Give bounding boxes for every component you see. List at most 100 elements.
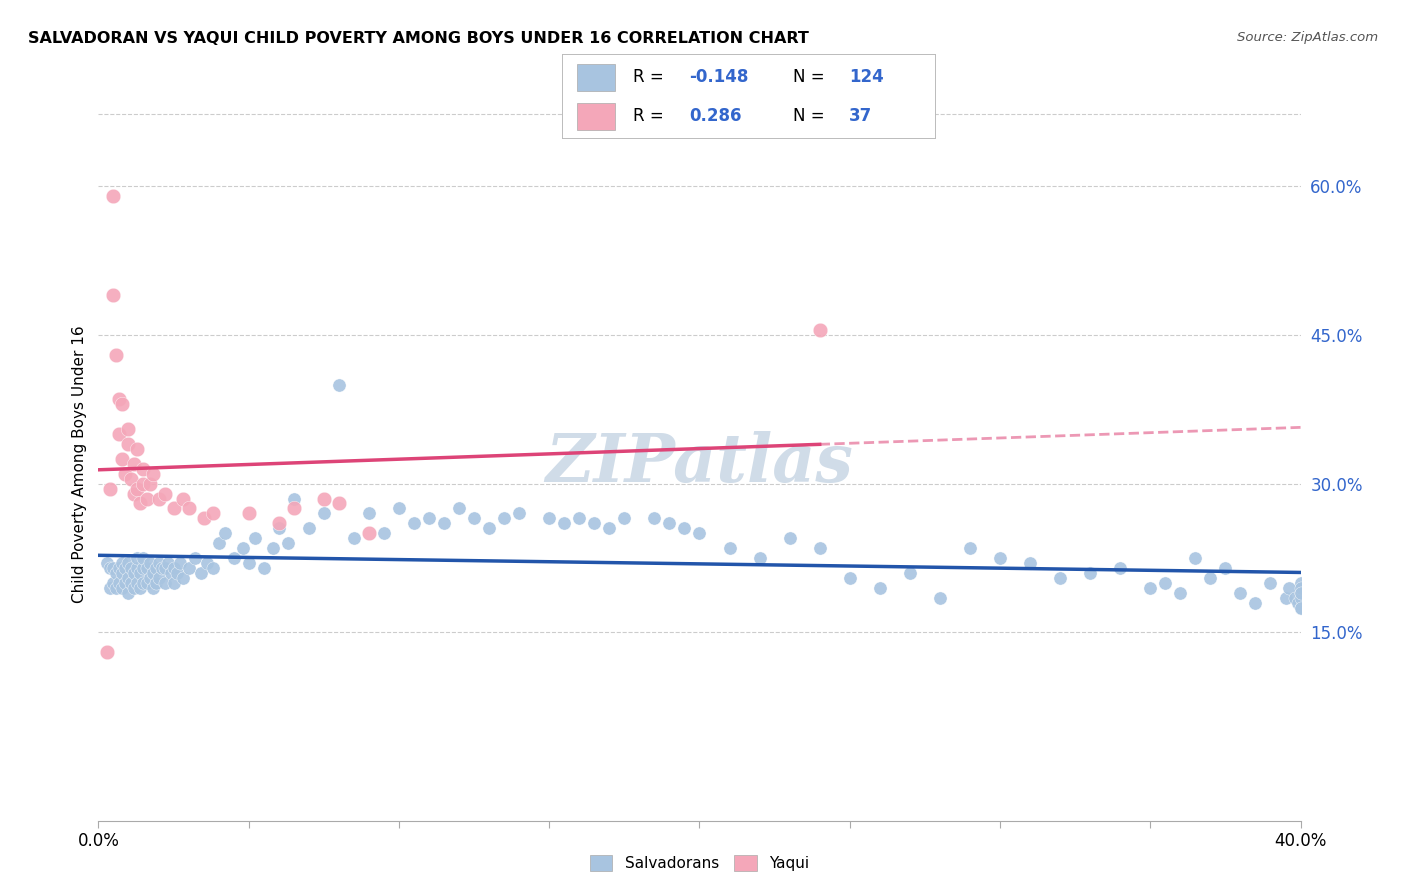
- Point: [1260, 575, 1282, 590]
- Text: 37: 37: [849, 107, 873, 125]
- Point: [689, 526, 711, 541]
- Point: [808, 323, 831, 337]
- Point: [177, 501, 200, 516]
- Point: [748, 551, 770, 566]
- Point: [494, 511, 516, 525]
- Point: [598, 521, 620, 535]
- Point: [808, 541, 831, 555]
- Point: [195, 556, 218, 570]
- Point: [357, 507, 380, 521]
- Point: [117, 437, 139, 451]
- Point: [869, 581, 891, 595]
- Point: [298, 521, 321, 535]
- Point: [129, 566, 152, 580]
- Point: [114, 561, 136, 575]
- Text: ZIPatlas: ZIPatlas: [546, 432, 853, 496]
- Point: [583, 516, 606, 531]
- Point: [153, 561, 176, 575]
- Point: [111, 397, 134, 411]
- Point: [100, 482, 122, 496]
- Point: [124, 566, 146, 580]
- Point: [1184, 551, 1206, 566]
- Point: [277, 536, 299, 550]
- Point: [1289, 600, 1312, 615]
- Point: [103, 575, 125, 590]
- Point: [1289, 591, 1312, 605]
- Point: [267, 521, 290, 535]
- Point: [183, 551, 205, 566]
- Point: [96, 645, 118, 659]
- Point: [1049, 571, 1071, 585]
- Point: [1139, 581, 1161, 595]
- Text: R =: R =: [633, 107, 669, 125]
- Point: [153, 486, 176, 500]
- Point: [138, 571, 160, 585]
- Point: [1289, 585, 1312, 599]
- Point: [117, 585, 139, 599]
- Point: [1215, 561, 1237, 575]
- Point: [127, 561, 149, 575]
- Point: [418, 511, 440, 525]
- Text: SALVADORAN VS YAQUI CHILD POVERTY AMONG BOYS UNDER 16 CORRELATION CHART: SALVADORAN VS YAQUI CHILD POVERTY AMONG …: [28, 31, 808, 46]
- Point: [1289, 585, 1312, 599]
- Point: [127, 482, 149, 496]
- Point: [1286, 596, 1309, 610]
- Point: [141, 566, 163, 580]
- Point: [553, 516, 575, 531]
- Point: [478, 521, 501, 535]
- Point: [201, 561, 224, 575]
- Point: [1284, 591, 1306, 605]
- Point: [124, 581, 146, 595]
- Point: [138, 556, 160, 570]
- Point: [193, 511, 215, 525]
- Point: [135, 561, 157, 575]
- Point: [132, 561, 155, 575]
- Point: [1244, 596, 1267, 610]
- Point: [208, 536, 231, 550]
- Text: Source: ZipAtlas.com: Source: ZipAtlas.com: [1237, 31, 1378, 45]
- Point: [108, 575, 131, 590]
- Point: [613, 511, 636, 525]
- Point: [108, 561, 131, 575]
- Point: [1078, 566, 1101, 580]
- Point: [929, 591, 952, 605]
- Point: [1109, 561, 1132, 575]
- Point: [111, 566, 134, 580]
- Legend: Salvadorans, Yaqui: Salvadorans, Yaqui: [583, 849, 815, 877]
- Point: [959, 541, 981, 555]
- Text: 124: 124: [849, 68, 884, 86]
- Point: [108, 392, 131, 407]
- Point: [121, 575, 143, 590]
- Text: 0.286: 0.286: [689, 107, 741, 125]
- Point: [162, 575, 184, 590]
- Point: [129, 581, 152, 595]
- Point: [121, 561, 143, 575]
- Point: [124, 486, 146, 500]
- Point: [1229, 585, 1251, 599]
- Point: [148, 556, 170, 570]
- Point: [103, 189, 125, 203]
- Point: [105, 581, 128, 595]
- Point: [159, 566, 181, 580]
- Point: [114, 575, 136, 590]
- Point: [433, 516, 456, 531]
- Point: [312, 491, 335, 506]
- Point: [201, 507, 224, 521]
- Point: [103, 561, 125, 575]
- Bar: [578, 103, 614, 130]
- Point: [148, 491, 170, 506]
- Point: [643, 511, 665, 525]
- Point: [145, 575, 167, 590]
- Point: [105, 566, 128, 580]
- Point: [1274, 591, 1296, 605]
- Bar: [578, 63, 614, 91]
- Point: [357, 526, 380, 541]
- Point: [1170, 585, 1192, 599]
- Point: [105, 348, 128, 362]
- Point: [253, 561, 276, 575]
- Point: [135, 575, 157, 590]
- Point: [114, 467, 136, 481]
- Point: [138, 476, 160, 491]
- Point: [162, 561, 184, 575]
- Text: -0.148: -0.148: [689, 68, 748, 86]
